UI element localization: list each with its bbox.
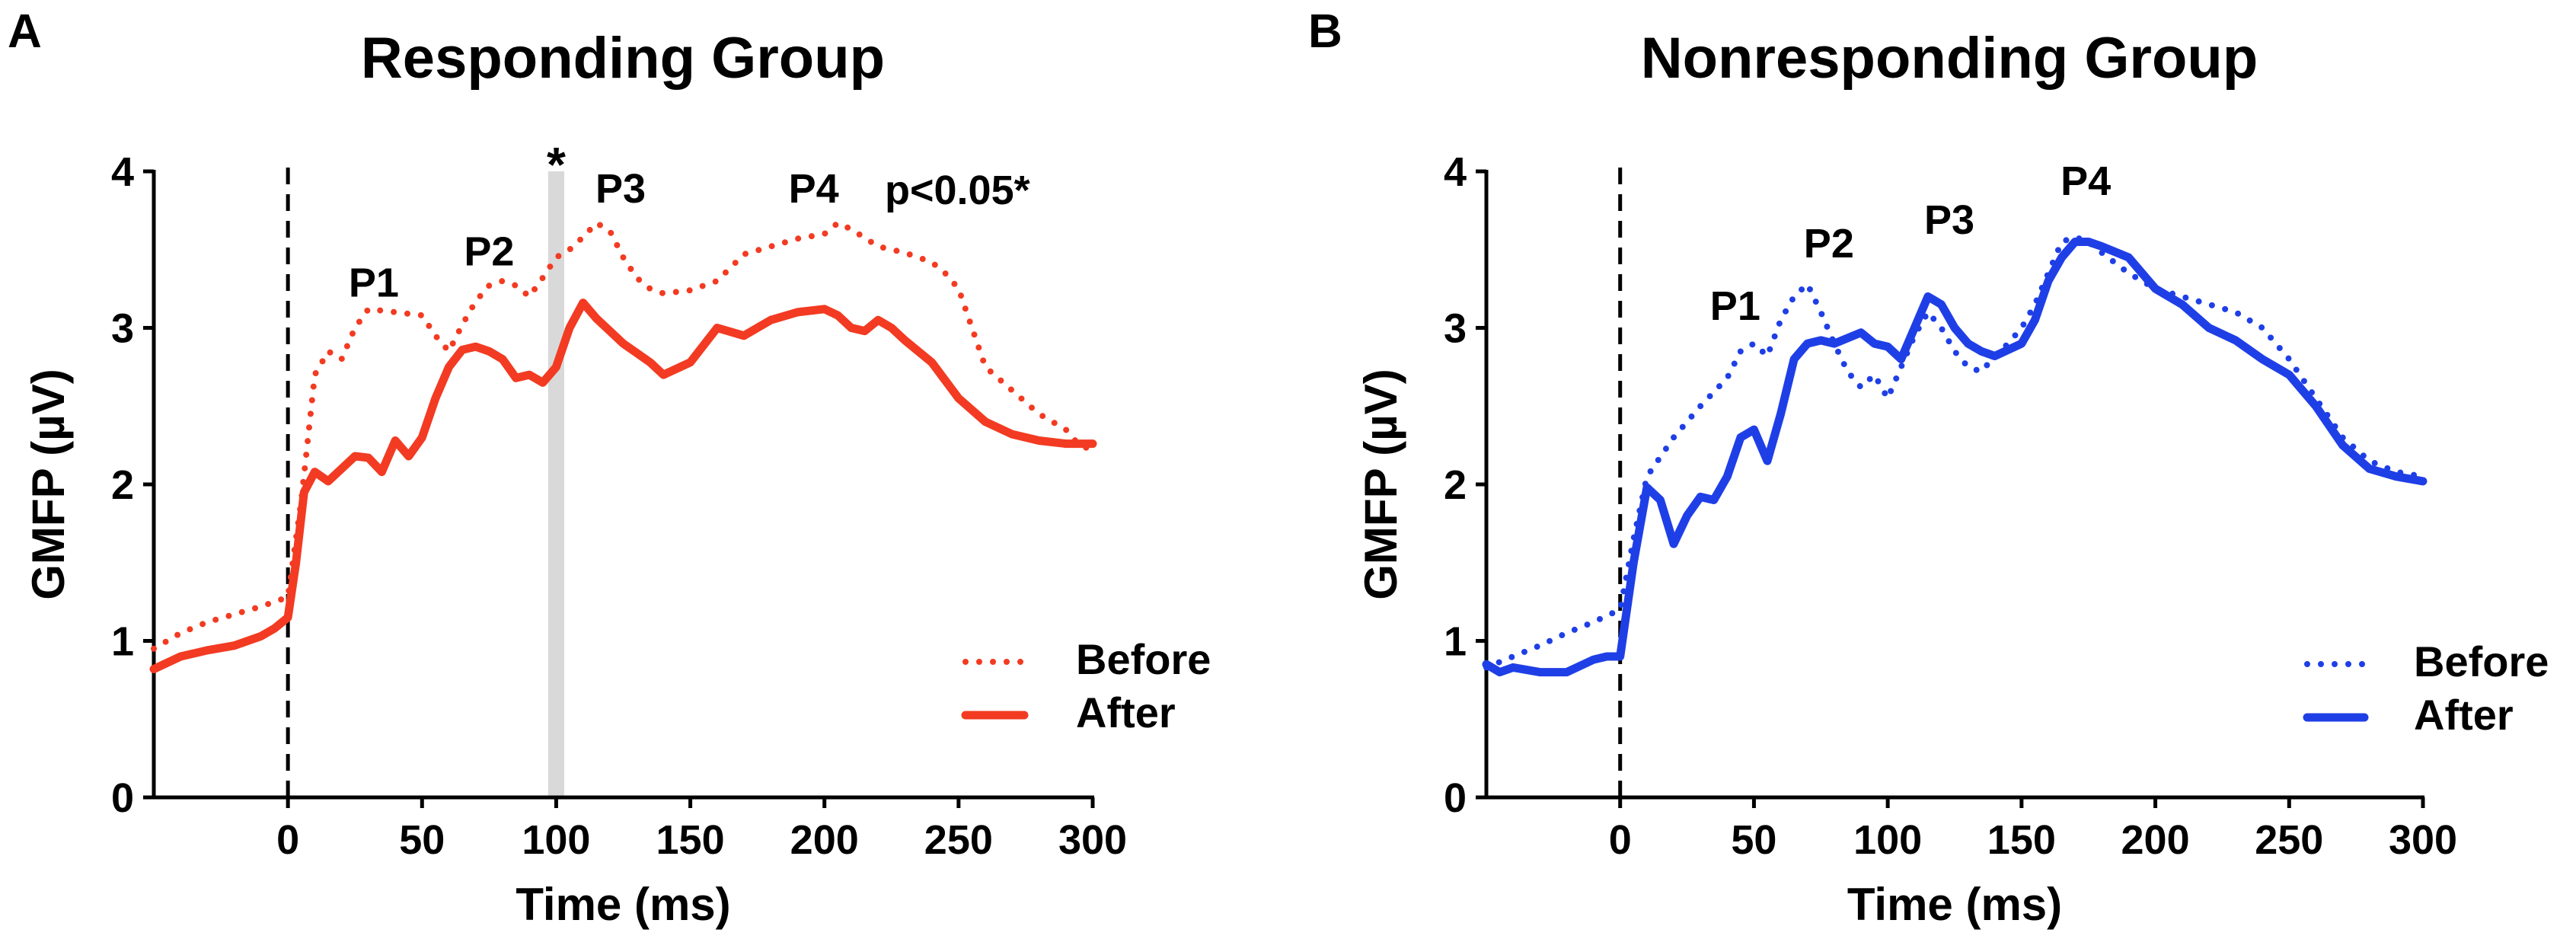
series-line-after xyxy=(149,299,1097,673)
significance-text: p<0.05* xyxy=(885,168,1030,213)
x-tick-label: 100 xyxy=(522,817,590,863)
y-tick-label: 2 xyxy=(1444,462,1467,508)
legend-label-after: After xyxy=(1076,688,1176,736)
peak-label: P1 xyxy=(349,260,399,305)
x-axis-label: Time (ms) xyxy=(1847,879,2062,930)
y-tick-label: 3 xyxy=(1444,306,1467,352)
x-tick-label: 250 xyxy=(924,817,993,863)
panel-label: A xyxy=(8,5,42,58)
x-tick-label: 250 xyxy=(2255,817,2323,863)
y-tick-label: 1 xyxy=(111,619,134,665)
peak-label: P2 xyxy=(464,228,514,274)
y-tick-label: 4 xyxy=(111,149,134,195)
x-tick-label: 150 xyxy=(656,817,725,863)
significance-window xyxy=(547,171,564,797)
x-tick-label: 100 xyxy=(1853,817,1922,863)
series-line-before xyxy=(1483,234,2426,671)
x-tick-label: 300 xyxy=(1058,817,1127,863)
panel-responding-group: * 0 1 2 3 4 0 50 100 150 200 250 300 P1 P2 P3 P4 p<0.05* B… xyxy=(8,5,1211,930)
y-tick-label: 1 xyxy=(1444,619,1467,665)
y-tick-label: 4 xyxy=(1444,149,1467,195)
series-line-after xyxy=(1482,238,2428,677)
legend-label-before: Before xyxy=(2414,637,2549,685)
peak-label: P2 xyxy=(1804,221,1854,267)
x-tick-label: 300 xyxy=(2389,817,2457,863)
legend-label-after: After xyxy=(2414,691,2514,739)
panel-label: B xyxy=(1308,5,1342,58)
panel-nonresponding-group: 0 1 2 3 4 0 50 100 150 200 250 300 P1 P2 P3 P4 Before Aft… xyxy=(1308,5,2549,930)
x-tick-label: 0 xyxy=(276,817,299,863)
significance-asterisk: * xyxy=(547,137,566,192)
x-tick-label: 150 xyxy=(1987,817,2056,863)
chart-title: Nonresponding Group xyxy=(1641,26,2258,91)
y-axis-label: GMFP (µV) xyxy=(1355,369,1406,599)
x-axis-label: Time (ms) xyxy=(516,879,730,930)
peak-label: P1 xyxy=(1710,283,1760,329)
y-tick-label: 3 xyxy=(111,306,134,352)
legend-label-before: Before xyxy=(1076,635,1211,683)
x-tick-label: 50 xyxy=(1731,817,1776,863)
peak-label: P4 xyxy=(2060,158,2111,204)
chart-title: Responding Group xyxy=(361,26,885,91)
x-tick-label: 200 xyxy=(790,817,859,863)
peak-label: P3 xyxy=(595,166,646,212)
y-tick-label: 2 xyxy=(111,462,134,508)
y-tick-label: 0 xyxy=(111,775,134,821)
series-line-before xyxy=(151,219,1096,652)
x-tick-label: 200 xyxy=(2121,817,2190,863)
x-tick-label: 50 xyxy=(399,817,445,863)
peak-label: P3 xyxy=(1924,197,1974,243)
y-tick-label: 0 xyxy=(1444,775,1467,821)
peak-label: P4 xyxy=(789,166,839,212)
x-tick-label: 0 xyxy=(1609,817,1632,863)
y-axis-label: GMFP (µV) xyxy=(23,369,74,599)
